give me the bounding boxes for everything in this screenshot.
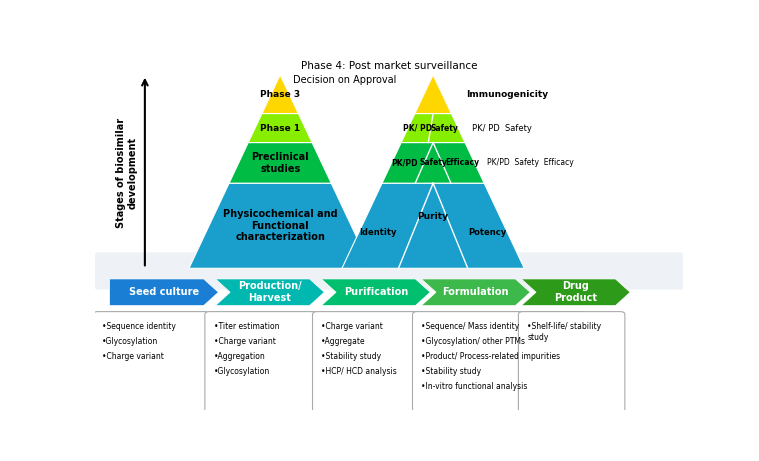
Text: Seed culture: Seed culture (129, 287, 199, 297)
Polygon shape (229, 142, 331, 183)
Polygon shape (189, 183, 371, 268)
Text: •Glycosylation: •Glycosylation (102, 337, 158, 346)
Text: •Charge variant: •Charge variant (214, 337, 276, 346)
Text: Identity: Identity (360, 228, 397, 237)
Polygon shape (109, 279, 219, 306)
Polygon shape (248, 113, 312, 142)
Text: PK/PD  Safety  Efficacy: PK/PD Safety Efficacy (487, 159, 574, 167)
Text: Phase 1: Phase 1 (260, 124, 301, 133)
Polygon shape (521, 279, 630, 306)
Text: •Aggregation: •Aggregation (214, 352, 266, 361)
Text: •Product/ Process-related impurities: •Product/ Process-related impurities (421, 352, 560, 361)
FancyBboxPatch shape (205, 312, 317, 413)
Polygon shape (402, 113, 465, 142)
Text: Efficacy: Efficacy (445, 159, 479, 167)
Text: •Sequence/ Mass identity: •Sequence/ Mass identity (421, 322, 520, 331)
Text: Purification: Purification (344, 287, 408, 297)
Polygon shape (321, 279, 430, 306)
FancyBboxPatch shape (95, 252, 683, 290)
Text: Safety: Safety (419, 159, 447, 167)
Text: Purity: Purity (417, 213, 449, 221)
Polygon shape (216, 279, 324, 306)
Text: PK/PD: PK/PD (391, 159, 417, 167)
Text: •Charge variant: •Charge variant (102, 352, 164, 361)
Text: Safety: Safety (430, 124, 458, 133)
Text: Potency: Potency (469, 228, 507, 237)
Text: •Aggregate: •Aggregate (321, 337, 366, 346)
FancyBboxPatch shape (413, 312, 584, 413)
Polygon shape (262, 75, 298, 113)
Text: •HCP/ HCD analysis: •HCP/ HCD analysis (321, 367, 397, 376)
Text: •Glycosylation/ other PTMs: •Glycosylation/ other PTMs (421, 337, 525, 346)
Polygon shape (382, 142, 484, 183)
Text: Production/
Harvest: Production/ Harvest (238, 282, 301, 303)
Text: Physicochemical and
Functional
characterization: Physicochemical and Functional character… (223, 209, 338, 242)
Text: Formulation: Formulation (442, 287, 509, 297)
Text: •Stability study: •Stability study (421, 367, 481, 376)
FancyBboxPatch shape (313, 312, 419, 413)
Text: PK/ PD  Safety: PK/ PD Safety (472, 124, 532, 133)
Text: Decision on Approval: Decision on Approval (293, 75, 396, 85)
Polygon shape (421, 279, 530, 306)
Text: •Sequence identity: •Sequence identity (102, 322, 176, 331)
FancyBboxPatch shape (93, 312, 209, 413)
Text: •In-vitro functional analysis: •In-vitro functional analysis (421, 382, 528, 391)
Text: Immunogenicity: Immunogenicity (466, 90, 548, 99)
FancyBboxPatch shape (518, 312, 625, 413)
Text: Phase 3: Phase 3 (260, 90, 301, 99)
Polygon shape (342, 183, 524, 268)
Text: •Glycosylation: •Glycosylation (214, 367, 270, 376)
Text: Phase 4: Post market surveillance: Phase 4: Post market surveillance (301, 61, 477, 71)
Text: •Shelf-life/ stability
study: •Shelf-life/ stability study (528, 322, 601, 342)
Text: Drug
Product: Drug Product (554, 282, 597, 303)
Text: Preclinical
studies: Preclinical studies (251, 152, 309, 174)
Text: •Stability study: •Stability study (321, 352, 382, 361)
Text: Stages of biosimilar
development: Stages of biosimilar development (116, 118, 138, 228)
Polygon shape (415, 75, 452, 113)
Text: •Charge variant: •Charge variant (321, 322, 383, 331)
Text: •Titer estimation: •Titer estimation (214, 322, 279, 331)
Text: PK/ PD: PK/ PD (402, 124, 432, 133)
